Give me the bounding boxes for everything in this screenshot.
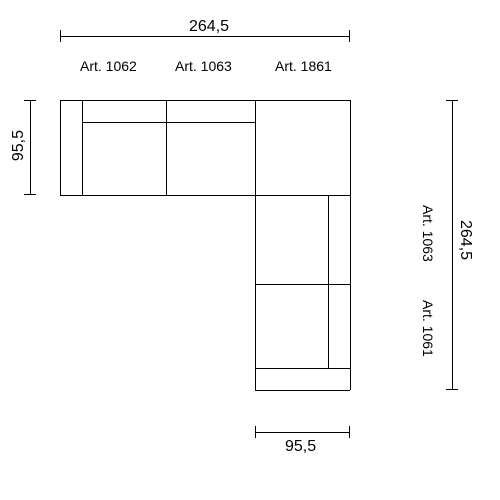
dim-top-tick-l bbox=[60, 30, 61, 42]
dim-top-line bbox=[60, 36, 350, 37]
right-div-1 bbox=[255, 195, 350, 196]
dim-bottom-label: 95,5 bbox=[285, 438, 316, 456]
dim-right-tick-t bbox=[446, 100, 458, 101]
right-div-2 bbox=[255, 284, 350, 285]
dim-left-tick-t bbox=[24, 100, 36, 101]
outline-bottom-top-run bbox=[60, 195, 255, 196]
outline-right bbox=[350, 100, 351, 390]
diagram-stage: 264,5 Art. 1062 Art. 1063 Art. 1861 95,5… bbox=[0, 0, 500, 500]
top-backrest bbox=[82, 122, 255, 123]
outline-left bbox=[60, 100, 61, 195]
right-backrest bbox=[328, 195, 329, 368]
right-arm-bottom bbox=[255, 368, 350, 369]
top-div-2 bbox=[255, 100, 256, 195]
dim-left-line bbox=[30, 100, 31, 195]
top-div-1 bbox=[166, 100, 167, 195]
art-right-bottom: Art. 1061 bbox=[420, 300, 436, 357]
dim-right-tick-b bbox=[446, 389, 458, 390]
dim-right-line bbox=[452, 100, 453, 390]
dim-top-tick-r bbox=[349, 30, 350, 42]
dim-bottom-line bbox=[255, 432, 350, 433]
dim-top-label: 264,5 bbox=[185, 18, 233, 36]
outline-bottom bbox=[255, 390, 350, 391]
art-top-mid: Art. 1063 bbox=[175, 58, 232, 74]
top-arm-left bbox=[82, 100, 83, 195]
dim-bottom-tick-r bbox=[349, 426, 350, 438]
dim-bottom-tick-l bbox=[255, 426, 256, 438]
dim-left-label: 95,5 bbox=[10, 130, 28, 161]
art-right-mid: Art. 1063 bbox=[420, 205, 436, 262]
outline-top bbox=[60, 100, 350, 101]
dim-left-tick-b bbox=[24, 194, 36, 195]
dim-right-label: 264,5 bbox=[456, 220, 474, 260]
outline-inner-vert bbox=[255, 195, 256, 390]
art-top-left: Art. 1062 bbox=[80, 58, 137, 74]
art-top-right: Art. 1861 bbox=[275, 58, 332, 74]
